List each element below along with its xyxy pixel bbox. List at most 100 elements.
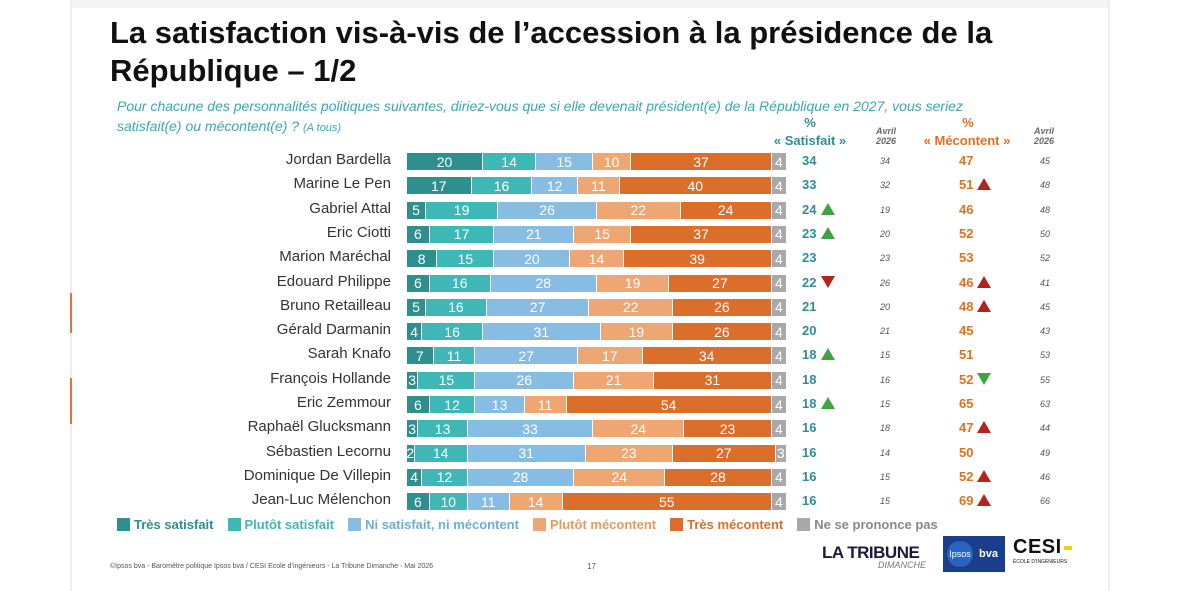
trend-up-icon [821,348,835,361]
bar-segment: 21 [574,371,654,389]
legend-item: Ni satisfait, ni mécontent [348,517,519,532]
mecontent-value: 48 [959,298,974,314]
bva-logo-text: bva [979,548,998,560]
bar-segment: 5 [407,298,426,316]
satisfait-value: 16 [802,468,817,484]
legend-item: Très satisfait [117,517,214,532]
stacked-bar: 4 16 31 19 26 4 [407,323,787,341]
mecontent-avril-value: 41 [1040,277,1051,288]
bar-segment: 14 [483,153,537,170]
bar-segment: 14 [414,444,468,462]
legend-label: Ne se prononce pas [814,516,938,532]
bar-segment: 21 [494,225,575,243]
trend-up-icon [977,299,991,312]
mecontent-avril-value: 48 [1040,204,1051,215]
trend-up-icon [977,275,991,288]
mecontent-value: 46 [959,274,974,290]
bar-segment: 6 [407,396,430,413]
mecontent-avril-value: 48 [1040,180,1051,191]
row-label: Edouard Philippe [276,272,391,290]
slide-border-accent [70,378,72,424]
bar-segment: 4 [771,250,787,268]
satisfait-avril-value: 23 [880,253,891,264]
stacked-bar: 6 17 21 15 37 4 [407,225,787,243]
bar-segment: 4 [771,225,787,243]
bar-segment: 27 [669,274,772,292]
satisfait-value: 21 [802,298,817,314]
bar-segment: 4 [771,420,787,438]
legend-swatch [117,517,130,531]
row-label: Marion Maréchal [279,248,391,266]
bar-segment: 22 [589,298,673,316]
mecontent-value: 53 [959,250,974,266]
bar-segment: 34 [642,347,772,365]
legend-swatch [670,517,684,531]
bar-segment: 2 [407,444,415,462]
satisfait-value: 18 [802,347,817,363]
mecontent-avril-value: 66 [1040,496,1051,507]
row-label: François Hollande [270,369,391,387]
satisfait-value: 16 [802,444,817,460]
bar-segment: 12 [532,177,578,195]
trend-down-icon [977,372,991,385]
satisfait-avril-value: 34 [880,156,891,166]
bar-segment: 19 [426,201,499,219]
bar-segment: 26 [475,371,575,389]
trend-up-icon [977,178,991,191]
satisfait-value: 16 [802,420,817,436]
footer-source: ©Ipsos bva - Baromètre politique Ipsos b… [110,563,434,570]
bar-segment: 23 [684,420,772,438]
bar-segment: 24 [593,420,685,438]
satisfait-avril-value: 15 [880,350,891,361]
bar-segment: 31 [482,323,601,341]
legend-label: Très mécontent [687,516,784,532]
mecontent-value: 47 [959,153,974,168]
bar-segment: 4 [771,493,787,511]
bar-segment: 26 [498,201,597,219]
satisfait-value: 34 [802,153,817,168]
row-label: Dominique De Villepin [243,466,391,484]
row-label: Eric Ciotti [326,223,391,241]
legend-swatch [532,517,546,531]
satisfait-value: 20 [802,323,817,339]
bar-segment: 16 [426,298,487,316]
bar-segment: 6 [407,274,430,292]
bar-segment: 11 [467,493,510,511]
slide-top-border [70,0,1110,8]
mecontent-avril-value: 43 [1040,326,1051,337]
trend-up-icon [821,397,835,409]
stacked-bar: 7 11 27 17 34 4 [407,347,787,365]
bar-segment: 19 [596,274,670,292]
mecontent-avril-value: 49 [1040,447,1051,458]
bar-segment: 27 [486,298,590,316]
row-label: Jordan Bardella [285,151,391,168]
bar-segment: 33 [467,420,594,438]
bar-segment: 3 [407,371,419,389]
bar-segment: 23 [585,444,673,462]
bar-segment: 26 [672,323,772,341]
trend-up-icon [977,421,991,434]
ipsos-logo-text: Ipsos [947,541,973,567]
bar-segment: 6 [407,493,430,511]
stacked-bar: 5 19 26 22 24 4 [407,201,787,219]
bar-segment: 4 [771,274,787,292]
satisfait-avril-value: 15 [880,496,891,507]
trend-up-icon [821,202,835,215]
bar-segment: 17 [407,177,472,195]
bar-segment: 16 [471,177,533,195]
row-label: Gabriel Attal [309,199,391,217]
row-label: Eric Zemmour [296,394,391,411]
satisfait-avril-value: 14 [880,447,891,458]
bar-segment: 6 [407,225,430,243]
bar-segment: 15 [574,225,632,243]
mecontent-value: 69 [959,493,974,509]
bar-segment: 20 [494,250,571,268]
bar-segment: 27 [475,347,578,365]
bar-segment: 4 [771,323,787,341]
question-text: Pour chacune des personnalités politique… [117,96,967,138]
legend-swatch [348,517,362,531]
legend-item: Très mécontent [670,517,783,532]
bar-segment: 4 [771,201,787,219]
mecontent-avril-value: 44 [1040,423,1051,434]
satisfait-avril-value: 32 [880,180,891,191]
